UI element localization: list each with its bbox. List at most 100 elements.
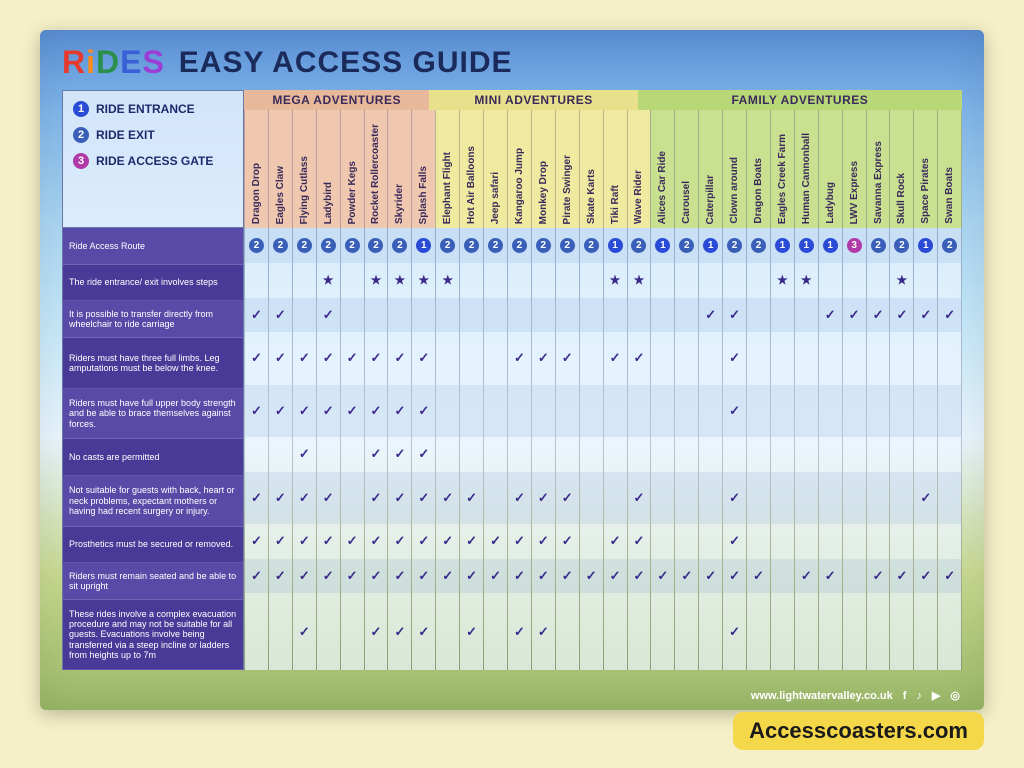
table-cell [508,385,531,437]
route-badge: 2 [560,238,575,253]
table-cell: ✓ [245,385,268,437]
ride-name: Skate Karts [586,169,597,224]
check-icon: ✓ [394,568,405,584]
table-cell [341,437,364,472]
table-column: 2✓✓ [483,228,507,670]
check-icon: ✓ [275,403,286,419]
table-cell [843,332,866,384]
table-cell: ✓ [245,559,268,594]
table-cell [460,332,483,384]
route-badge: 2 [249,238,264,253]
check-icon: ✓ [705,568,716,584]
table-cell [532,298,555,333]
table-cell [914,263,937,298]
table-cell: 1 [604,228,627,263]
table-cell [245,593,268,670]
table-cell [867,524,890,559]
check-icon: ✓ [562,568,573,584]
table-cell [651,472,674,524]
row-label: Riders must have three full limbs. Leg a… [62,338,244,389]
category-bar: MEGA ADVENTURESMINI ADVENTURESFAMILY ADV… [244,90,962,110]
route-badge: 2 [321,238,336,253]
check-icon: ✓ [634,490,645,506]
row-label: These rides involve a complex evacuation… [62,600,244,670]
ride-name: Swan Boats [944,167,955,224]
table-cell: ✓ [890,298,913,333]
table-cell: ✓ [890,559,913,594]
table-cell [843,437,866,472]
table-column: 2✓✓✓✓✓ [531,228,555,670]
table-cell [843,559,866,594]
table-cell: ✓ [365,385,388,437]
table-cell [938,332,961,384]
legend-num-icon: 1 [73,101,89,117]
table-cell: 2 [245,228,268,263]
table-cell: ✓ [436,472,459,524]
table-column: 2✓ [674,228,698,670]
table-cell [771,437,794,472]
table-cell [914,332,937,384]
route-badge: 2 [440,238,455,253]
route-badge: 2 [631,238,646,253]
table-cell [843,385,866,437]
table-cell: 2 [675,228,698,263]
watermark: Accesscoasters.com [733,712,984,750]
table-cell: ✓ [269,332,292,384]
table-cell [819,385,842,437]
table-cell [795,524,818,559]
table-cell [843,263,866,298]
table-cell: ✓ [388,472,411,524]
check-icon: ✓ [275,307,286,323]
table-cell [269,263,292,298]
table-cell [699,332,722,384]
check-icon: ✓ [729,403,740,419]
table-cell [317,593,340,670]
check-icon: ✓ [514,350,525,366]
table-cell: ★ [365,263,388,298]
table-cell: ✓ [317,559,340,594]
table-cell: 2 [269,228,292,263]
table-cell [747,437,770,472]
check-icon: ✓ [347,403,358,419]
check-icon: ✓ [371,403,382,419]
table-cell: ✓ [412,472,435,524]
table-cell: ✓ [651,559,674,594]
check-icon: ✓ [562,350,573,366]
check-icon: ✓ [323,490,334,506]
ride-name: Dragon Drop [251,163,262,224]
table-cell: ✓ [269,559,292,594]
table-cell [938,593,961,670]
check-icon: ✓ [729,490,740,506]
table-cell [819,593,842,670]
table-cell [747,524,770,559]
check-icon: ✓ [394,533,405,549]
table-cell: ✓ [604,332,627,384]
table-cell [484,298,507,333]
check-icon: ✓ [299,350,310,366]
table-cell: 2 [508,228,531,263]
ride-header: Savanna Express [866,110,890,228]
route-badge: 2 [273,238,288,253]
table-cell: 1 [819,228,842,263]
check-icon: ✓ [275,533,286,549]
check-icon: ✓ [825,307,836,323]
table-cell: 2 [388,228,411,263]
check-icon: ✓ [275,490,286,506]
table-column: 2✓✓ [866,228,890,670]
category-header: MINI ADVENTURES [429,90,637,110]
table-column: 1✓ [650,228,674,670]
table-cell: ✓ [317,524,340,559]
route-badge: 2 [297,238,312,253]
table-cell [771,298,794,333]
ride-header: Jeep safari [483,110,507,228]
star-icon: ★ [323,273,334,287]
table-cell: ✓ [388,524,411,559]
table-cell [604,472,627,524]
check-icon: ✓ [371,490,382,506]
table-cell: ✓ [532,332,555,384]
check-icon: ✓ [394,350,405,366]
table-cell: 1 [651,228,674,263]
table-cell [675,385,698,437]
check-icon: ✓ [371,568,382,584]
check-icon: ✓ [466,490,477,506]
